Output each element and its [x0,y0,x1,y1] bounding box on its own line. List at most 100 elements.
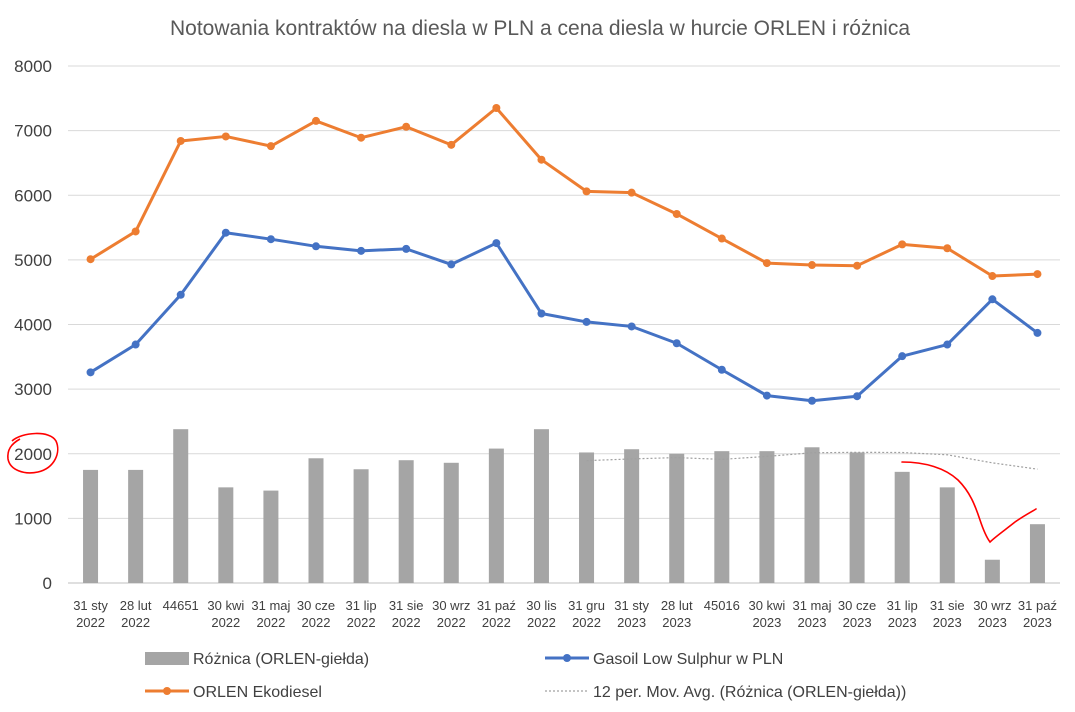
bar [173,429,189,583]
series-point [582,187,591,196]
bar [984,559,1000,583]
bar [804,447,820,583]
annotations [7,432,1037,544]
series-point [808,261,816,270]
series-point [988,272,997,281]
bar [894,471,910,583]
bar [263,490,279,583]
y-tick-label: 8000 [14,57,52,76]
series-point [176,290,185,299]
series-point [762,259,771,268]
chart-title: Notowania kontraktów na diesla w PLN a c… [170,17,910,40]
series-point [86,368,95,377]
series-point [627,322,636,331]
bar [398,460,414,583]
series-point [582,317,591,326]
x-tick-label: 2022 [302,615,331,630]
series-point [131,340,140,349]
annotation-circle [7,432,59,474]
legend-label: 12 per. Mov. Avg. (Różnica (ORLEN-giełda… [593,684,906,701]
series-point [717,365,726,374]
bar [669,453,685,583]
x-tick-label: 30 kwi [748,598,785,613]
y-tick-label: 2000 [14,445,52,464]
series-point [86,255,95,264]
series-point [312,242,320,251]
series-point [537,155,546,164]
x-tick-label: 31 maj [251,598,290,613]
x-tick-label: 2023 [888,615,917,630]
moving-average-line [586,451,1038,470]
y-tick-label: 5000 [14,251,52,270]
bar [83,469,99,583]
series-point [357,133,366,142]
bar [218,487,234,583]
series-point [447,140,456,149]
moving-average-series [586,451,1038,470]
series-point [808,396,816,405]
series-point [898,240,907,249]
series-point [131,227,140,236]
bar [714,451,730,583]
x-tick-label: 2022 [347,615,376,630]
series-point [266,142,275,151]
x-tick-label: 31 lip [887,598,918,613]
series-point [898,352,907,361]
x-tick-label: 2023 [798,615,827,630]
y-tick-label: 3000 [14,380,52,399]
y-tick-label: 0 [43,574,52,593]
series-point [717,234,726,243]
x-tick-label: 45016 [704,598,740,613]
bar [939,487,955,583]
x-tick-label: 2023 [933,615,962,630]
series-point [447,260,456,269]
bar [443,462,459,583]
legend-label: ORLEN Ekodiesel [193,684,322,701]
line-series [86,104,1042,405]
series-point [988,295,997,304]
x-tick-label: 31 lip [346,598,377,613]
x-tick-label: 31 paź [477,598,516,613]
x-tick-label: 2023 [617,615,646,630]
x-tick-label: 31 paź [1018,598,1057,613]
x-tick-label: 31 gru [568,598,605,613]
series-point [221,132,230,141]
series-line [89,231,1039,403]
series-point [627,188,636,197]
series-point [1033,328,1042,337]
x-tick-label: 28 lut [120,598,152,613]
x-tick-label: 2022 [572,615,601,630]
series-point [221,228,230,237]
x-tick-label: 2022 [121,615,150,630]
bar [624,449,640,583]
x-tick-label: 2022 [482,615,511,630]
series-point [943,244,952,253]
series-point [402,244,411,253]
y-tick-label: 1000 [14,509,52,528]
series-point [762,391,771,400]
legend-label: Różnica (ORLEN-giełda) [193,651,369,668]
x-tick-label: 31 sty [73,598,108,613]
legend-label: Gasoil Low Sulphur w PLN [593,651,783,668]
x-tick-label: 2022 [392,615,421,630]
bar [308,458,324,583]
x-tick-label: 2023 [978,615,1007,630]
x-tick-label: 44651 [163,598,199,613]
bar [353,469,369,583]
series-point [312,116,320,125]
series-point [853,261,862,270]
legend-marker [163,687,171,695]
y-tick-label: 7000 [14,122,52,141]
x-tick-label: 30 wrz [973,598,1011,613]
x-tick-label: 2022 [76,615,105,630]
x-tick-label: 30 lis [526,598,557,613]
y-axis-labels: 0 1000 2000 3000 4000 5000 6000 7000 8000 [14,57,52,593]
x-tick-label: 30 wrz [432,598,470,613]
series-point [1033,270,1042,279]
y-tick-label: 6000 [14,186,52,205]
x-tick-label: 2022 [527,615,556,630]
bar [579,452,595,583]
series-point [492,239,501,248]
legend: Różnica (ORLEN-giełda) Gasoil Low Sulphur… [145,651,906,701]
